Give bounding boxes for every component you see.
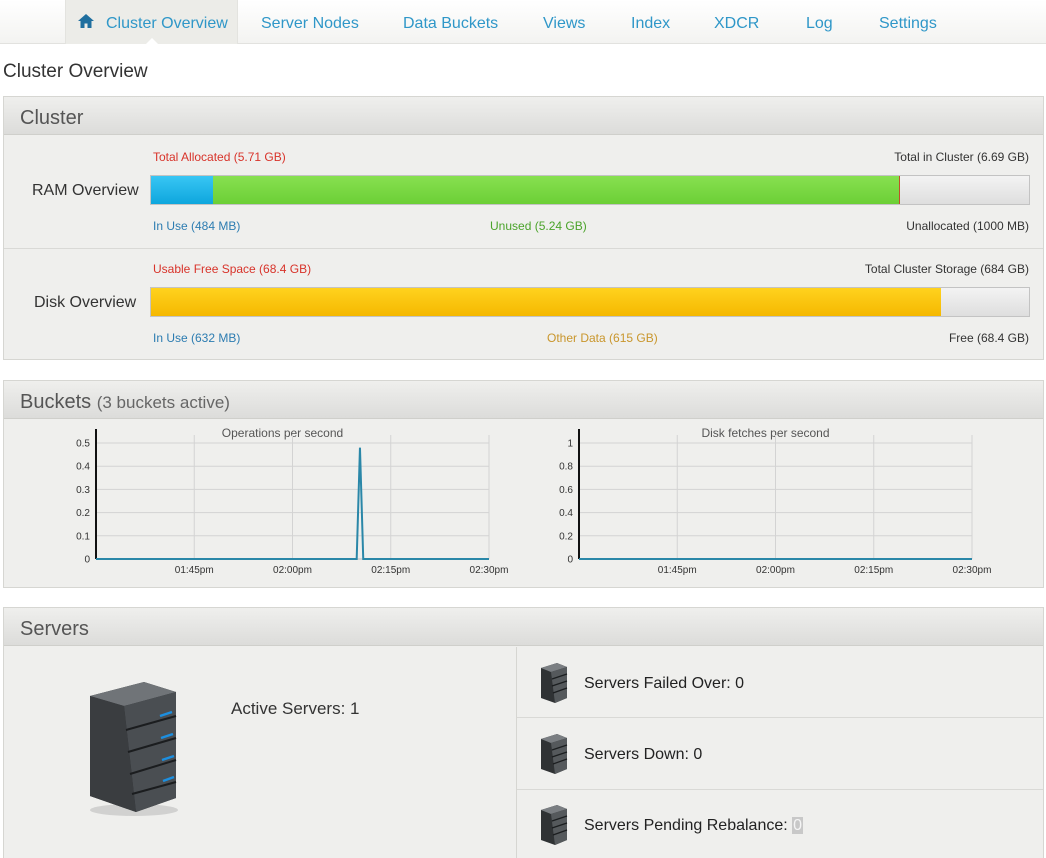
y-tick-label: 0.1: [76, 531, 90, 542]
x-tick-label: 02:15pm: [371, 565, 410, 576]
ram-total-in-cluster: Total in Cluster (6.69 GB): [894, 150, 1029, 164]
ram-unused-segment: [151, 176, 901, 204]
servers-failed-over: Servers Failed Over: 0: [584, 675, 745, 692]
x-tick-label: 02:00pm: [273, 565, 312, 576]
buckets-title: Buckets: [20, 391, 92, 413]
tab-log[interactable]: Log: [806, 15, 833, 32]
server-failed-over-icon: [541, 663, 568, 703]
chart-title: Disk fetches per second: [701, 426, 829, 440]
pending-rebalance-label: Servers Pending Rebalance:: [584, 817, 793, 834]
disk-in-use: In Use (632 MB): [153, 331, 241, 345]
server-down-icon: [541, 734, 568, 774]
y-tick-label: 0.3: [76, 485, 90, 496]
ram-usage-bar: [150, 175, 1030, 205]
disk-fetches-per-second-chart: Disk fetches per second 0 0.2 0.4 0.6 0.8 1 01:…: [559, 426, 992, 576]
x-tick-label: 01:45pm: [658, 565, 697, 576]
disk-usage-bar: [150, 287, 1030, 317]
disk-total-storage: Total Cluster Storage (684 GB): [864, 262, 1029, 276]
x-tick-label: 02:00pm: [756, 565, 795, 576]
tab-settings[interactable]: Settings: [879, 15, 937, 32]
x-tick-label: 02:30pm: [953, 565, 992, 576]
cluster-row-divider: [4, 248, 1043, 249]
active-tab-notch: [144, 38, 159, 45]
x-tick-label: 02:15pm: [854, 565, 893, 576]
tab-views[interactable]: Views: [543, 15, 586, 32]
disk-free: Free (68.4 GB): [948, 331, 1029, 345]
x-tick-label: 02:30pm: [470, 565, 509, 576]
cluster-panel-title: Cluster: [4, 97, 1043, 135]
ram-unallocated: Unallocated (1000 MB): [906, 219, 1029, 233]
disk-usable-free: Usable Free Space (68.4 GB): [153, 262, 312, 276]
y-tick-label: 0: [84, 555, 90, 566]
ram-total-allocated: Total Allocated (5.71 GB): [153, 150, 286, 164]
y-tick-label: 1: [567, 439, 573, 450]
ram-in-use: In Use (484 MB): [153, 219, 241, 233]
servers-panel: Servers Active Servers: 1 Servers Failed…: [3, 607, 1044, 858]
tab-cluster-overview[interactable]: Cluster Overview: [65, 0, 238, 45]
servers-down: Servers Down: 0: [584, 746, 703, 763]
y-tick-label: 0.2: [559, 531, 573, 542]
servers-pending-rebalance: Servers Pending Rebalance: 0: [584, 817, 804, 835]
top-nav: Cluster Overview Server Nodes Data Bucke…: [0, 0, 1046, 45]
home-icon: [78, 14, 94, 28]
disk-other-data: Other Data (615 GB): [547, 331, 658, 345]
y-tick-label: 0.2: [76, 508, 90, 519]
tab-data-buckets[interactable]: Data Buckets: [403, 15, 499, 32]
series-line: [96, 447, 489, 560]
active-servers: Active Servers: 1: [231, 699, 360, 718]
tab-xdcr[interactable]: XDCR: [714, 15, 760, 32]
y-tick-label: 0.8: [559, 462, 573, 473]
servers-panel-title: Servers: [4, 608, 1043, 646]
ram-overview-label: RAM Overview: [32, 182, 139, 199]
chart-title: Operations per second: [222, 426, 343, 440]
ram-in-use-segment: [151, 176, 214, 204]
buckets-active-count: (3 buckets active): [96, 393, 230, 412]
disk-overview-label: Disk Overview: [34, 294, 137, 311]
server-tower-icon: [90, 682, 178, 816]
servers-row-divider: [517, 789, 1043, 790]
pending-rebalance-count: 0: [792, 817, 804, 834]
cluster-panel: Cluster Total Allocated (5.71 GB) Total …: [3, 96, 1044, 360]
tab-server-nodes[interactable]: Server Nodes: [261, 15, 359, 32]
ram-unused: Unused (5.24 GB): [490, 219, 587, 233]
servers-column-divider: [516, 647, 517, 858]
tab-index[interactable]: Index: [631, 15, 671, 32]
operations-per-second-chart: Operations per second 0 0.1 0.2 0.3 0.4 0.5 01:…: [76, 426, 509, 576]
disk-used-segment: [151, 288, 942, 316]
buckets-panel: Buckets (3 buckets active) Operations pe…: [3, 380, 1044, 588]
page-title: Cluster Overview: [3, 61, 148, 82]
y-tick-label: 0.4: [559, 508, 573, 519]
x-tick-label: 01:45pm: [175, 565, 214, 576]
servers-row-divider: [517, 717, 1043, 718]
y-tick-label: 0.5: [76, 439, 90, 450]
tab-label: Cluster Overview: [106, 15, 228, 32]
y-tick-label: 0: [567, 555, 573, 566]
y-tick-label: 0.4: [76, 462, 90, 473]
y-tick-label: 0.6: [559, 485, 573, 496]
buckets-panel-title: Buckets (3 buckets active): [4, 381, 1043, 419]
server-pending-rebalance-icon: [541, 805, 568, 845]
